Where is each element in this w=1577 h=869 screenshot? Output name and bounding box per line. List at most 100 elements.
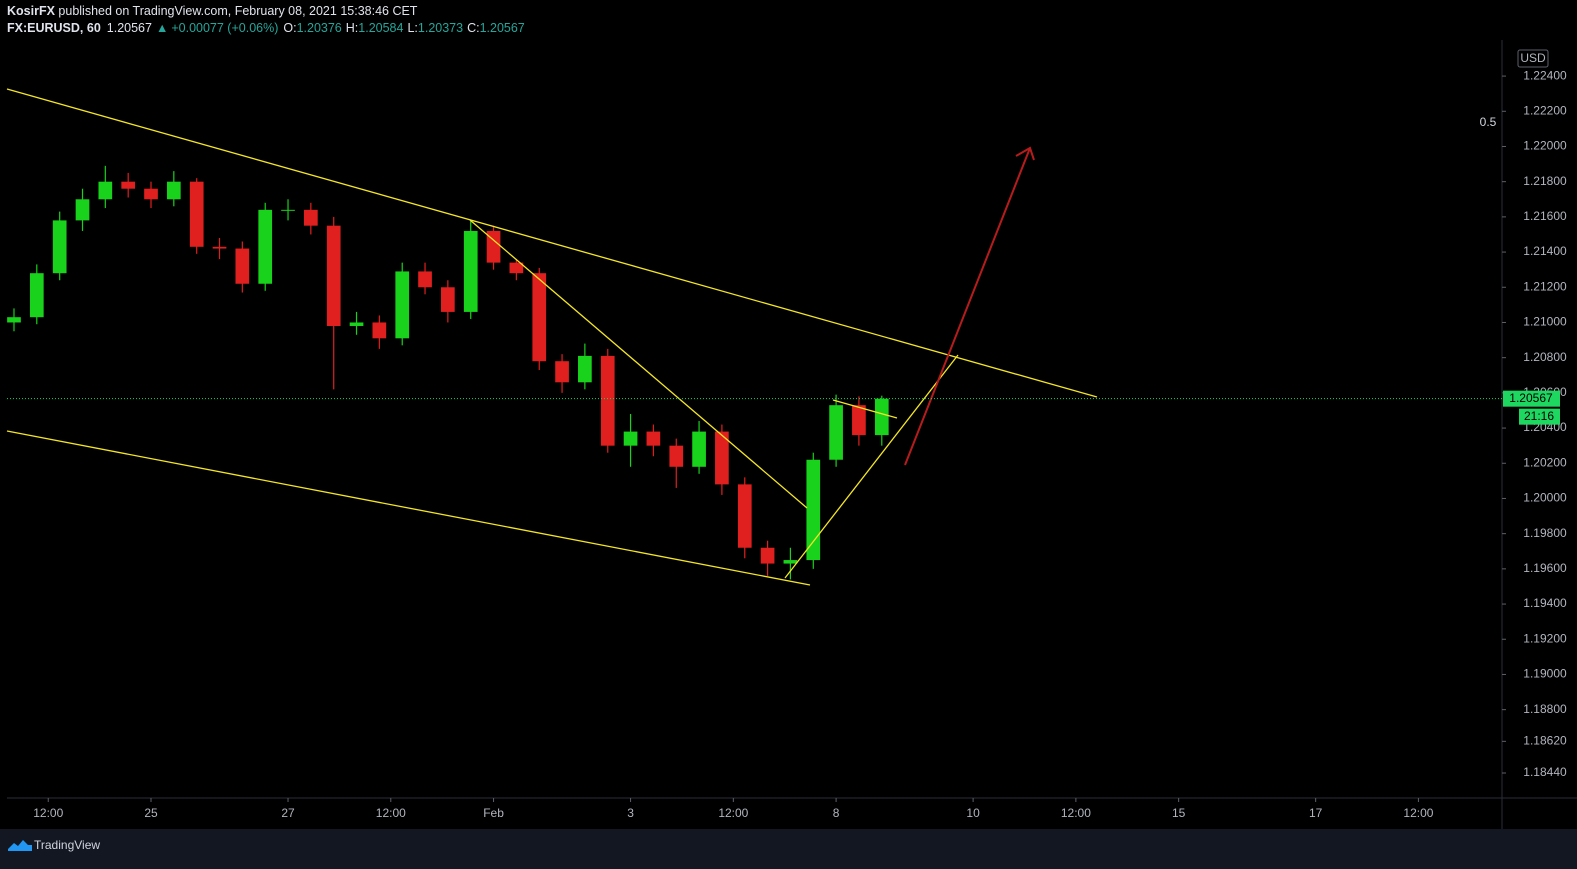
candle-body <box>715 431 729 485</box>
candle-body <box>418 271 432 288</box>
y-tick-label: 1.21800 <box>1523 174 1567 188</box>
candle-body <box>829 405 843 460</box>
x-tick-label: 12:00 <box>376 806 406 820</box>
published: published on TradingView.com, February 0… <box>58 4 417 18</box>
x-tick-label: 12:00 <box>1403 806 1433 820</box>
y-tick-label: 1.19000 <box>1523 667 1567 681</box>
y-tick-label: 1.19800 <box>1523 526 1567 540</box>
currency: USD <box>1520 51 1546 65</box>
y-tick-label: 1.22200 <box>1523 103 1567 117</box>
candle-body <box>189 181 204 247</box>
header-line-1: KosirFX published on TradingView.com, Fe… <box>7 4 418 18</box>
x-tick-label: 25 <box>144 806 158 820</box>
ohlc-value: 1.20584 <box>358 21 403 35</box>
arrow-head <box>1015 146 1035 161</box>
candle-body <box>52 220 67 274</box>
candle-body <box>372 322 387 339</box>
candle-body <box>646 431 661 446</box>
candle-body <box>7 317 21 323</box>
x-tick-label: 27 <box>281 806 295 820</box>
ohlc-label: L: <box>407 21 417 35</box>
candle-body <box>463 230 478 312</box>
footer-bar <box>0 829 1577 869</box>
y-tick-label: 1.21600 <box>1523 209 1567 223</box>
annotation: 0.5 <box>1480 115 1497 129</box>
x-tick-label: 10 <box>966 806 980 820</box>
candle-body <box>486 230 501 263</box>
candle-body <box>737 484 752 548</box>
ohlc-value: 1.20376 <box>297 21 342 35</box>
x-tick-label: 15 <box>1172 806 1186 820</box>
candle-body <box>166 181 181 200</box>
y-tick-label: 1.22000 <box>1523 139 1567 153</box>
candle-body <box>235 248 250 284</box>
x-tick-label: 17 <box>1309 806 1323 820</box>
y-tick-label: 1.18440 <box>1523 765 1567 779</box>
y-tick-label: 1.18620 <box>1523 734 1567 748</box>
candle-body <box>852 405 866 436</box>
y-tick-label: 1.20800 <box>1523 350 1567 364</box>
candle-body <box>692 431 706 467</box>
last-price-label: 1.20567 <box>1509 391 1553 405</box>
currency-box <box>1517 49 1549 68</box>
candle-body <box>98 181 113 200</box>
candle-body <box>555 361 569 383</box>
drawings <box>6 88 1098 586</box>
ohlc-value: 1.20567 <box>480 21 525 35</box>
x-tick-label: 12:00 <box>1061 806 1091 820</box>
change: +0.00077 (+0.06%) <box>171 21 278 35</box>
x-tick-label: 12:00 <box>33 806 63 820</box>
y-tick-label: 1.21200 <box>1523 279 1567 293</box>
y-tick-label: 1.19600 <box>1523 561 1567 575</box>
plot-area <box>7 165 889 580</box>
trendline <box>832 399 898 419</box>
candle-body <box>760 547 775 564</box>
candle-body <box>532 273 547 362</box>
candle-body <box>29 273 44 318</box>
candle-body <box>600 355 615 446</box>
candle-body <box>326 225 341 326</box>
trendline <box>6 88 1098 398</box>
publisher: KosirFX <box>7 4 56 18</box>
last: 1.20567 <box>107 21 152 35</box>
symbol: FX:EURUSD, 60 <box>7 21 101 35</box>
trendline <box>784 354 959 579</box>
countdown: 21:16 <box>1524 409 1554 423</box>
y-tick-label: 1.20000 <box>1523 491 1567 505</box>
up-icon: ▲ <box>156 21 168 35</box>
y-tick-label: 1.22400 <box>1523 68 1567 82</box>
ohlc-label: O: <box>283 21 296 35</box>
y-tick-label: 1.18800 <box>1523 702 1567 716</box>
ohlc-label: C: <box>467 21 480 35</box>
candle-body <box>806 459 821 561</box>
ohlc-value: 1.20373 <box>418 21 463 35</box>
candle-body <box>144 188 158 200</box>
candle-body <box>395 271 410 339</box>
y-tick-label: 1.20200 <box>1523 455 1567 469</box>
ohlc-label: H: <box>346 21 359 35</box>
candle-body <box>258 209 273 284</box>
candle-body <box>303 209 318 226</box>
logo <box>8 840 32 851</box>
y-tick-label: 1.21400 <box>1523 244 1567 258</box>
candle-body <box>121 181 136 189</box>
candle-body <box>783 560 798 564</box>
candle-body <box>509 262 524 274</box>
candle-body <box>281 209 295 211</box>
candle-body <box>578 355 592 383</box>
x-tick-label: 8 <box>833 806 840 820</box>
candle-body <box>623 431 638 446</box>
candle-body <box>441 287 455 312</box>
candle-body <box>75 199 90 221</box>
x-tick-label: 3 <box>627 806 634 820</box>
candle-body <box>349 322 364 326</box>
candle-body <box>669 445 684 467</box>
x-tick-label: 12:00 <box>718 806 748 820</box>
arrow-shaft <box>904 147 1031 466</box>
candle-body <box>212 246 227 249</box>
brand: TradingView <box>34 838 100 852</box>
last-price-box <box>1503 390 1560 407</box>
y-tick-label: 1.19400 <box>1523 596 1567 610</box>
